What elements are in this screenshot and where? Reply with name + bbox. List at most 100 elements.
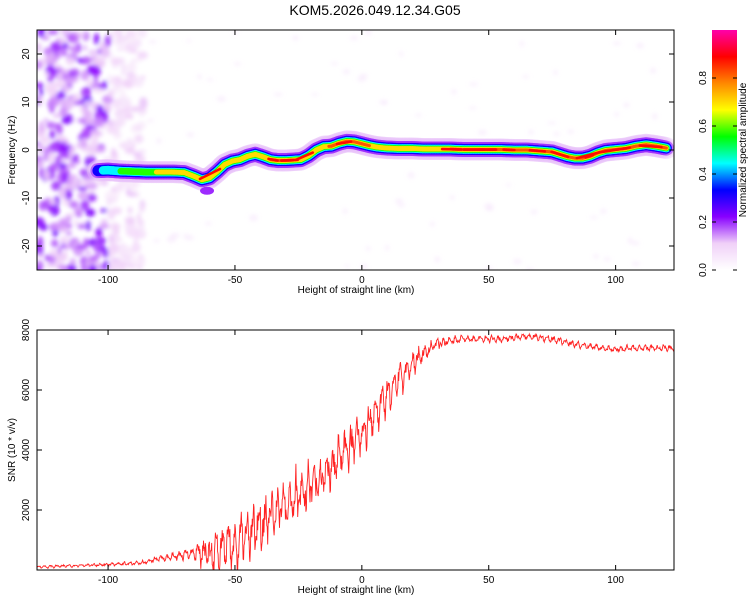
noise-blob [185,234,194,241]
noise-blob [126,192,138,197]
spectrogram-x-ticks: -100 -50 0 50 100 [98,30,624,286]
y-tick-label: -10 [21,190,32,205]
ridge-peak [267,157,279,162]
noise-blob [55,135,66,141]
noise-blob [186,132,195,138]
noise-blob [118,32,123,42]
noise-blob [65,56,75,66]
noise-blob [93,118,104,128]
noise-blob [166,236,176,243]
noise-blob [59,68,69,74]
noise-blob [127,224,136,235]
noise-blob [47,151,56,163]
noise-blob [344,264,350,268]
noise-blob [216,96,227,102]
colorbar-ticks: 0.0 0.2 0.4 0.6 0.8 [698,71,737,277]
noise-blob [136,149,147,154]
noise-blob [407,171,415,179]
noise-blob [86,183,98,190]
noise-blob [82,45,88,51]
ridge-peak [598,147,622,154]
ridge-peak [294,151,315,162]
snr-y-label: SNR (10 * v/v) [7,418,18,482]
noise-blob [47,205,56,212]
noise-blob [153,238,161,243]
noise-blob [97,83,107,89]
noise-blob [525,267,535,270]
noise-blob [70,174,77,180]
ridge-segment [365,143,371,148]
noise-blob [51,180,62,191]
spectrogram-noise [37,30,658,270]
noise-blob [113,37,120,46]
noise-blob [133,236,138,246]
noise-blob [95,57,107,62]
noise-blob [349,35,359,41]
noise-blob [37,266,42,270]
noise-blob [589,215,599,219]
y-tick-label: -20 [21,238,32,253]
noise-blob [112,226,120,237]
noise-blob [292,35,299,41]
noise-blob [429,221,435,227]
noise-blob [50,222,62,231]
noise-blob [90,83,97,89]
noise-blob [553,69,558,76]
y-tick-label: 20 [21,48,32,60]
noise-blob [59,265,69,270]
noise-blob [37,159,44,169]
noise-blob [50,85,58,97]
noise-blob [61,49,67,56]
noise-blob [449,194,455,201]
noise-blob [451,88,457,95]
noise-blob [45,263,58,269]
noise-blob [623,101,630,108]
noise-blob [512,258,522,265]
noise-blob [91,66,102,77]
noise-blob [204,221,212,226]
noise-blob [116,102,124,108]
noise-blob [71,34,80,44]
noise-blob [139,154,146,164]
noise-blob [50,143,60,153]
y-tick-label: 4000 [21,438,32,461]
noise-blob [59,151,69,158]
noise-blob [134,57,143,63]
ridge-peak [550,150,570,159]
noise-blob [108,79,117,86]
noise-blob [156,137,162,145]
noise-blob [530,209,538,215]
snr-panel: -100 -50 0 50 100 2000 4000 6000 8000 Height of… [7,318,675,596]
noise-blob [63,86,71,94]
noise-blob [127,206,133,214]
noise-blob [110,147,116,158]
noise-blob [56,123,63,135]
noise-blob [147,118,154,123]
noise-blob [66,231,72,236]
colorbar-bar [712,30,737,270]
ridge-peak [198,167,222,181]
noise-blob [69,75,79,83]
noise-blob [136,213,142,222]
noise-blob [137,121,147,130]
noise-blob [97,179,105,186]
noise-blob [116,112,125,119]
ridge-peak [335,140,353,146]
x-tick-label: -50 [228,275,243,286]
noise-blob [94,131,103,137]
noise-blob [37,144,45,154]
noise-blob [58,218,68,228]
y-tick-label: 2000 [21,498,32,521]
noise-blob [108,233,114,245]
noise-blob [528,129,534,136]
noise-blob [84,157,91,166]
x-tick-label: -50 [228,575,243,586]
noise-blob [126,76,135,81]
noise-blob [111,242,119,254]
noise-blob [82,140,87,148]
noise-blob [62,42,68,50]
noise-blob [38,120,45,133]
noise-blob [126,30,137,39]
noise-blob [381,101,387,105]
